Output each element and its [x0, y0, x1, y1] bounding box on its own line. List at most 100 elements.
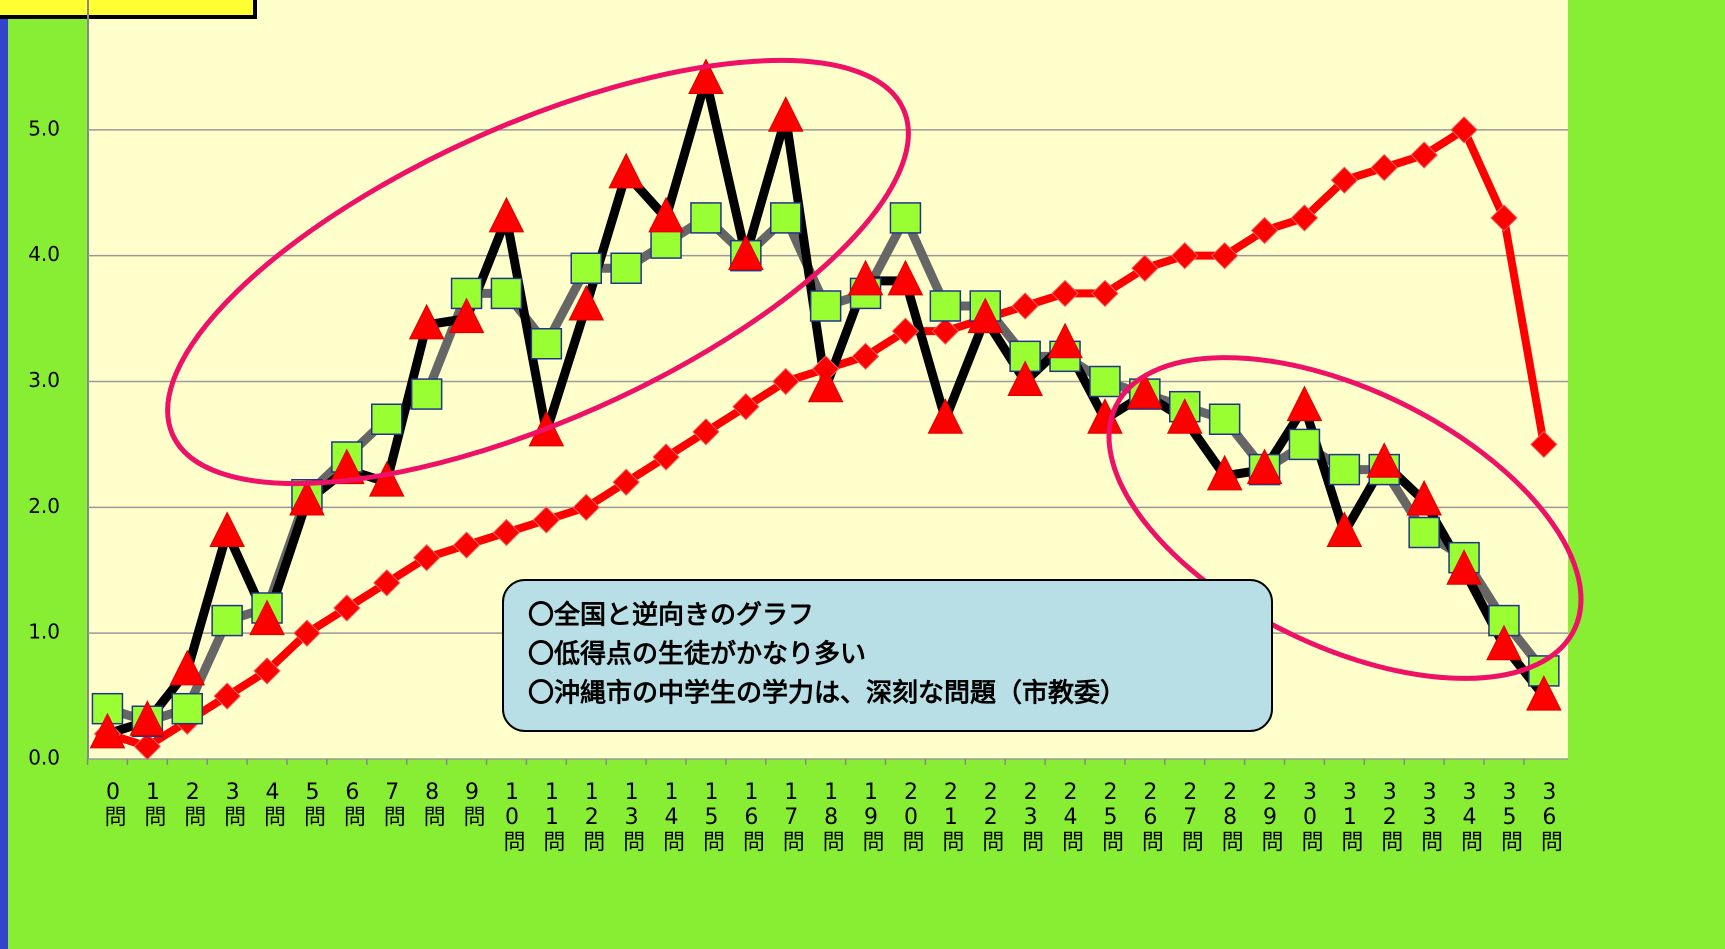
- triangle-marker: [1526, 674, 1562, 711]
- x-tick-label: 14問: [659, 780, 685, 852]
- triangle-marker: [767, 96, 804, 132]
- y-tick-label: 1.0: [28, 620, 60, 644]
- diamond-marker: [1171, 241, 1199, 270]
- square-marker: [690, 202, 722, 234]
- triangle-marker: [289, 479, 325, 516]
- diamond-marker: [253, 657, 281, 685]
- triangle-marker: [728, 234, 764, 271]
- x-tick-label: 21問: [938, 780, 964, 852]
- x-tick-label: 12問: [579, 780, 605, 852]
- note-box: [502, 579, 1273, 732]
- triangle-marker: [1366, 442, 1403, 478]
- diamond-marker: [1210, 241, 1239, 270]
- triangle-marker: [448, 297, 485, 334]
- square-marker: [1089, 365, 1121, 398]
- square-marker: [1328, 453, 1361, 486]
- x-tick-label: 30問: [1297, 780, 1323, 852]
- x-tick-label: 15問: [698, 780, 724, 852]
- diamond-marker: [692, 418, 720, 446]
- triangle-marker: [887, 259, 924, 296]
- x-tick-label: 31問: [1337, 780, 1363, 852]
- triangle-marker: [847, 259, 884, 296]
- highlight-ellipse: [165, 57, 911, 487]
- triangle-marker: [1406, 479, 1442, 516]
- x-tick-label: 36問: [1536, 780, 1562, 852]
- x-tick-label: 2問: [180, 780, 206, 827]
- triangle-marker: [408, 303, 445, 340]
- y-tick-label: 3.0: [28, 368, 60, 392]
- square-marker: [770, 202, 802, 234]
- diamond-marker: [1131, 254, 1159, 282]
- diamond-marker: [732, 392, 760, 421]
- diamond-marker: [772, 367, 800, 396]
- triangle-marker: [1446, 549, 1482, 585]
- x-tick-label: 28問: [1217, 780, 1243, 852]
- x-tick-label: 10問: [499, 780, 525, 852]
- x-tick-label: 24問: [1058, 780, 1084, 852]
- note-line: 〇全国と逆向きのグラフ: [528, 600, 814, 631]
- diamond-marker: [333, 594, 361, 622]
- diamond-marker: [1290, 204, 1319, 232]
- square-marker: [371, 403, 403, 435]
- square-marker: [530, 328, 563, 360]
- diamond-marker: [931, 317, 960, 345]
- x-tick-label: 6問: [339, 780, 365, 827]
- y-tick-label: 5.0: [28, 116, 60, 140]
- diamond-marker: [133, 732, 162, 761]
- triangle-marker: [967, 297, 1004, 334]
- diamond-marker: [572, 493, 600, 522]
- diamond-marker: [1250, 216, 1279, 245]
- triangle-marker: [927, 398, 964, 434]
- triangle-marker: [648, 196, 684, 233]
- left-strip: [0, 0, 8, 949]
- triangle-marker: [807, 366, 844, 403]
- diamond-marker: [492, 518, 521, 547]
- diamond-marker: [1330, 166, 1359, 194]
- x-tick-label: 25問: [1097, 780, 1123, 852]
- x-tick-label: 27問: [1177, 780, 1203, 852]
- square-marker: [570, 252, 602, 284]
- triangle-marker: [1206, 454, 1243, 491]
- diamond-marker: [452, 531, 481, 559]
- triangle-marker: [1326, 511, 1363, 547]
- note-line: 〇低得点の生徒がかなり多い: [528, 639, 866, 670]
- diamond-marker: [1490, 204, 1518, 232]
- square-marker: [1288, 428, 1321, 461]
- title-box: [0, 0, 257, 19]
- x-tick-label: 34問: [1457, 780, 1483, 852]
- diamond-marker: [1091, 279, 1119, 308]
- x-tick-label: 22問: [978, 780, 1004, 852]
- diamond-marker: [1530, 430, 1558, 459]
- triangle-marker: [1486, 624, 1522, 661]
- square-marker: [410, 378, 443, 410]
- diamond-marker: [412, 543, 441, 572]
- x-tick-label: 33問: [1417, 780, 1443, 852]
- x-tick-label: 11問: [539, 780, 565, 852]
- x-tick-label: 8問: [419, 780, 445, 827]
- diamond-marker: [612, 468, 640, 496]
- triangle-marker: [329, 448, 365, 485]
- square-marker: [171, 692, 203, 725]
- diamond-marker: [373, 569, 401, 597]
- x-tick-label: 32問: [1377, 780, 1403, 852]
- diamond-marker: [1051, 279, 1079, 308]
- x-tick-label: 19問: [858, 780, 884, 852]
- triangle-marker: [169, 649, 206, 686]
- x-tick-label: 9問: [459, 780, 485, 827]
- triangle-marker: [129, 700, 166, 736]
- diamond-marker: [213, 682, 241, 710]
- square-marker: [211, 604, 243, 637]
- y-tick-label: 2.0: [28, 494, 60, 518]
- note-line: 〇沖縄市の中学生の学力は、深刻な問題（市教委）: [528, 678, 1126, 709]
- x-tick-label: 5問: [299, 780, 325, 827]
- diamond-marker: [293, 619, 321, 647]
- triangle-marker: [249, 599, 285, 636]
- square-marker: [809, 290, 842, 322]
- triangle-marker: [568, 284, 605, 321]
- x-tick-label: 26問: [1137, 780, 1163, 852]
- highlight-ellipse: [1106, 355, 1584, 681]
- triangle-marker: [688, 58, 724, 94]
- diamond-marker: [532, 506, 561, 534]
- diamond-marker: [1450, 116, 1478, 144]
- square-marker: [1208, 403, 1241, 435]
